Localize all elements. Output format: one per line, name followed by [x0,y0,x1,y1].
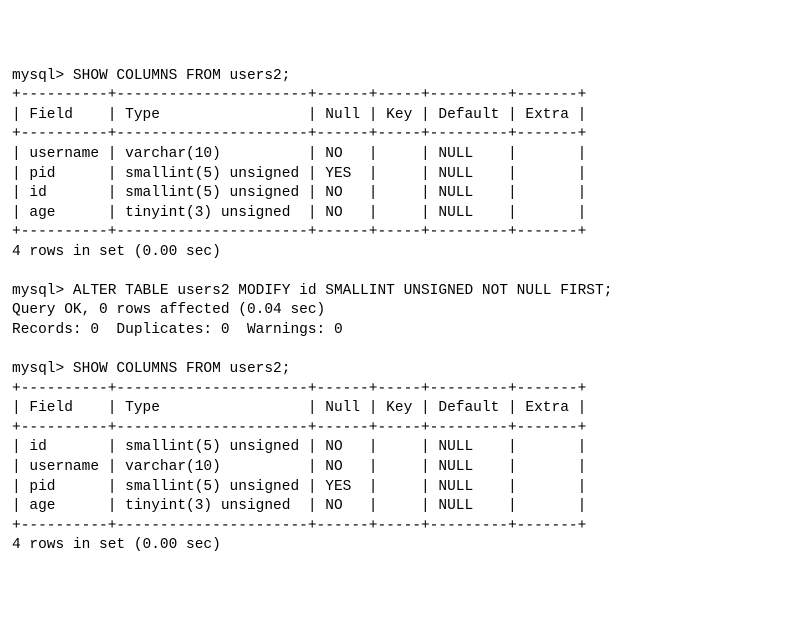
terminal-output: mysql> SHOW COLUMNS FROM users2; +------… [12,67,794,556]
